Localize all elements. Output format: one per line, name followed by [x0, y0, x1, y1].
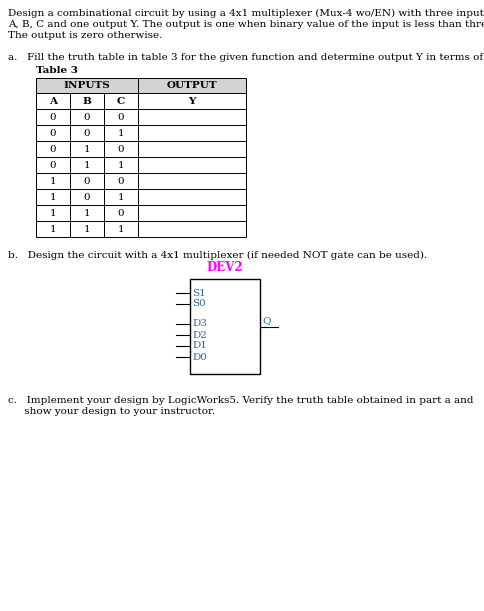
Bar: [104, 157, 138, 173]
Bar: [104, 93, 138, 109]
Bar: [104, 173, 138, 189]
Bar: [138, 221, 246, 237]
Text: 1: 1: [84, 144, 91, 153]
Text: 1: 1: [84, 208, 91, 218]
Text: OUTPUT: OUTPUT: [166, 81, 217, 90]
Text: 0: 0: [50, 144, 56, 153]
Text: Q: Q: [262, 316, 271, 326]
Text: b.   Design the circuit with a 4x1 multiplexer (if needed NOT gate can be used).: b. Design the circuit with a 4x1 multipl…: [8, 251, 427, 260]
Text: 0: 0: [118, 112, 124, 122]
Bar: [138, 125, 246, 141]
Text: D1: D1: [192, 342, 207, 351]
Text: 0: 0: [118, 144, 124, 153]
Text: INPUTS: INPUTS: [63, 81, 110, 90]
Bar: [70, 93, 104, 109]
Bar: [36, 157, 70, 173]
Text: D2: D2: [192, 331, 207, 340]
Text: 1: 1: [84, 161, 91, 169]
Bar: [104, 141, 138, 157]
Bar: [36, 125, 70, 141]
Bar: [104, 109, 138, 125]
Bar: [70, 141, 104, 157]
Text: c.   Implement your design by LogicWorks5. Verify the truth table obtained in pa: c. Implement your design by LogicWorks5.…: [8, 396, 473, 405]
Bar: [70, 205, 104, 221]
Bar: [36, 205, 70, 221]
Text: 0: 0: [50, 128, 56, 137]
Bar: [36, 221, 70, 237]
Text: 0: 0: [84, 128, 91, 137]
Text: 1: 1: [118, 192, 124, 202]
Text: 1: 1: [118, 161, 124, 169]
Bar: [36, 93, 70, 109]
Text: C: C: [117, 97, 125, 106]
Bar: [70, 109, 104, 125]
Bar: [104, 125, 138, 141]
Bar: [190, 279, 260, 374]
Text: The output is zero otherwise.: The output is zero otherwise.: [8, 31, 162, 40]
Text: D0: D0: [192, 353, 207, 362]
Bar: [70, 125, 104, 141]
Bar: [36, 78, 246, 93]
Text: DEV2: DEV2: [207, 261, 243, 274]
Text: 1: 1: [50, 208, 56, 218]
Bar: [70, 189, 104, 205]
Text: Y: Y: [188, 97, 196, 106]
Bar: [70, 157, 104, 173]
Bar: [36, 189, 70, 205]
Bar: [138, 109, 246, 125]
Text: A, B, C and one output Y. The output is one when binary value of the input is le: A, B, C and one output Y. The output is …: [8, 20, 484, 29]
Text: S1: S1: [192, 288, 206, 298]
Bar: [36, 109, 70, 125]
Bar: [138, 189, 246, 205]
Text: 0: 0: [118, 208, 124, 218]
Bar: [138, 93, 246, 109]
Bar: [138, 173, 246, 189]
Text: D3: D3: [192, 320, 207, 329]
Text: 1: 1: [50, 177, 56, 186]
Text: Design a combinational circuit by using a 4x1 multiplexer (Mux-4 wo/EN) with thr: Design a combinational circuit by using …: [8, 9, 484, 18]
Text: a.   Fill the truth table in table 3 for the given function and determine output: a. Fill the truth table in table 3 for t…: [8, 53, 484, 62]
Bar: [70, 173, 104, 189]
Bar: [138, 205, 246, 221]
Bar: [36, 173, 70, 189]
Text: 1: 1: [50, 224, 56, 233]
Text: 0: 0: [118, 177, 124, 186]
Bar: [70, 221, 104, 237]
Text: 1: 1: [118, 224, 124, 233]
Bar: [138, 157, 246, 173]
Text: 0: 0: [84, 177, 91, 186]
Text: show your design to your instructor.: show your design to your instructor.: [8, 407, 215, 416]
Text: 1: 1: [50, 192, 56, 202]
Text: A: A: [49, 97, 57, 106]
Bar: [104, 205, 138, 221]
Bar: [104, 189, 138, 205]
Text: 1: 1: [84, 224, 91, 233]
Text: S0: S0: [192, 299, 206, 309]
Text: Table 3: Table 3: [36, 66, 78, 75]
Text: 0: 0: [50, 112, 56, 122]
Bar: [36, 141, 70, 157]
Bar: [104, 221, 138, 237]
Bar: [138, 141, 246, 157]
Text: 1: 1: [118, 128, 124, 137]
Text: 0: 0: [84, 192, 91, 202]
Text: 0: 0: [50, 161, 56, 169]
Text: 0: 0: [84, 112, 91, 122]
Text: B: B: [83, 97, 91, 106]
